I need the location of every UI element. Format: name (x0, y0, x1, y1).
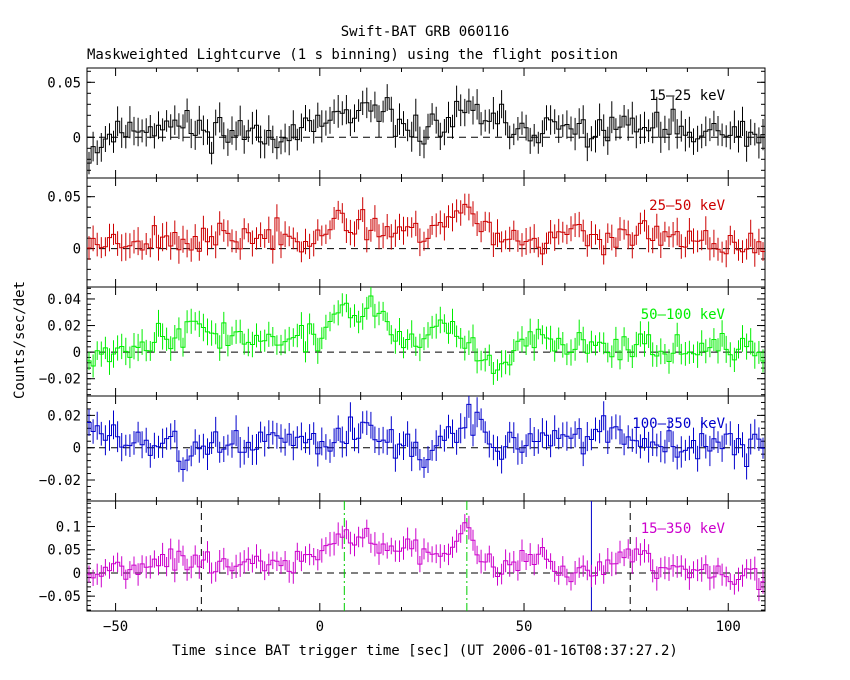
y-tick-label: 0 (73, 130, 81, 146)
lightcurve-series (87, 295, 765, 374)
chart-title: Swift-BAT GRB 060116 (341, 24, 510, 40)
y-tick-label: 0.04 (47, 292, 81, 308)
y-tick-label: −0.05 (39, 589, 81, 605)
y-tick-label: 0.02 (47, 408, 81, 424)
y-tick-label: 0.02 (47, 319, 81, 335)
y-tick-label: 0.05 (47, 190, 81, 206)
lightcurve-series (87, 97, 765, 164)
lightcurve-series (87, 403, 765, 470)
x-tick-label: −50 (103, 619, 128, 635)
energy-band-label: 100–350 keV (632, 416, 725, 432)
error-bars (88, 396, 764, 482)
y-tick-label: 0 (73, 242, 81, 258)
x-tick-label: 50 (516, 619, 533, 635)
y-tick-label: 0.05 (47, 75, 81, 91)
y-tick-label: 0 (73, 566, 81, 582)
panel-frame (86, 286, 766, 397)
y-tick-label: 0 (73, 441, 81, 457)
y-axis-label: Counts/sec/det (12, 281, 28, 399)
y-tick-label: 0.1 (56, 520, 81, 536)
energy-band-label: 25–50 keV (649, 198, 725, 214)
y-tick-label: −0.02 (39, 473, 81, 489)
energy-band-label: 50–100 keV (641, 307, 726, 323)
lightcurve-series (87, 522, 765, 590)
y-tick-label: 0 (73, 345, 81, 361)
y-tick-label: −0.02 (39, 372, 81, 388)
x-tick-label: 100 (716, 619, 741, 635)
panel-frame (86, 500, 766, 612)
energy-band-label: 15–350 keV (641, 521, 726, 537)
x-tick-label: 0 (316, 619, 324, 635)
y-tick-label: 0.05 (47, 543, 81, 559)
x-axis-label: Time since BAT trigger time [sec] (UT 20… (172, 643, 678, 659)
energy-band-label: 15–25 keV (649, 88, 725, 104)
lightcurve-series (87, 203, 765, 256)
panels-group: 0 0.05 15–25 keV 0 0.05 25–50 keV −0.02 0 0.02 0.… (39, 67, 766, 635)
chart-subtitle: Maskweighted Lightcurve (1 s binning) us… (87, 47, 618, 63)
